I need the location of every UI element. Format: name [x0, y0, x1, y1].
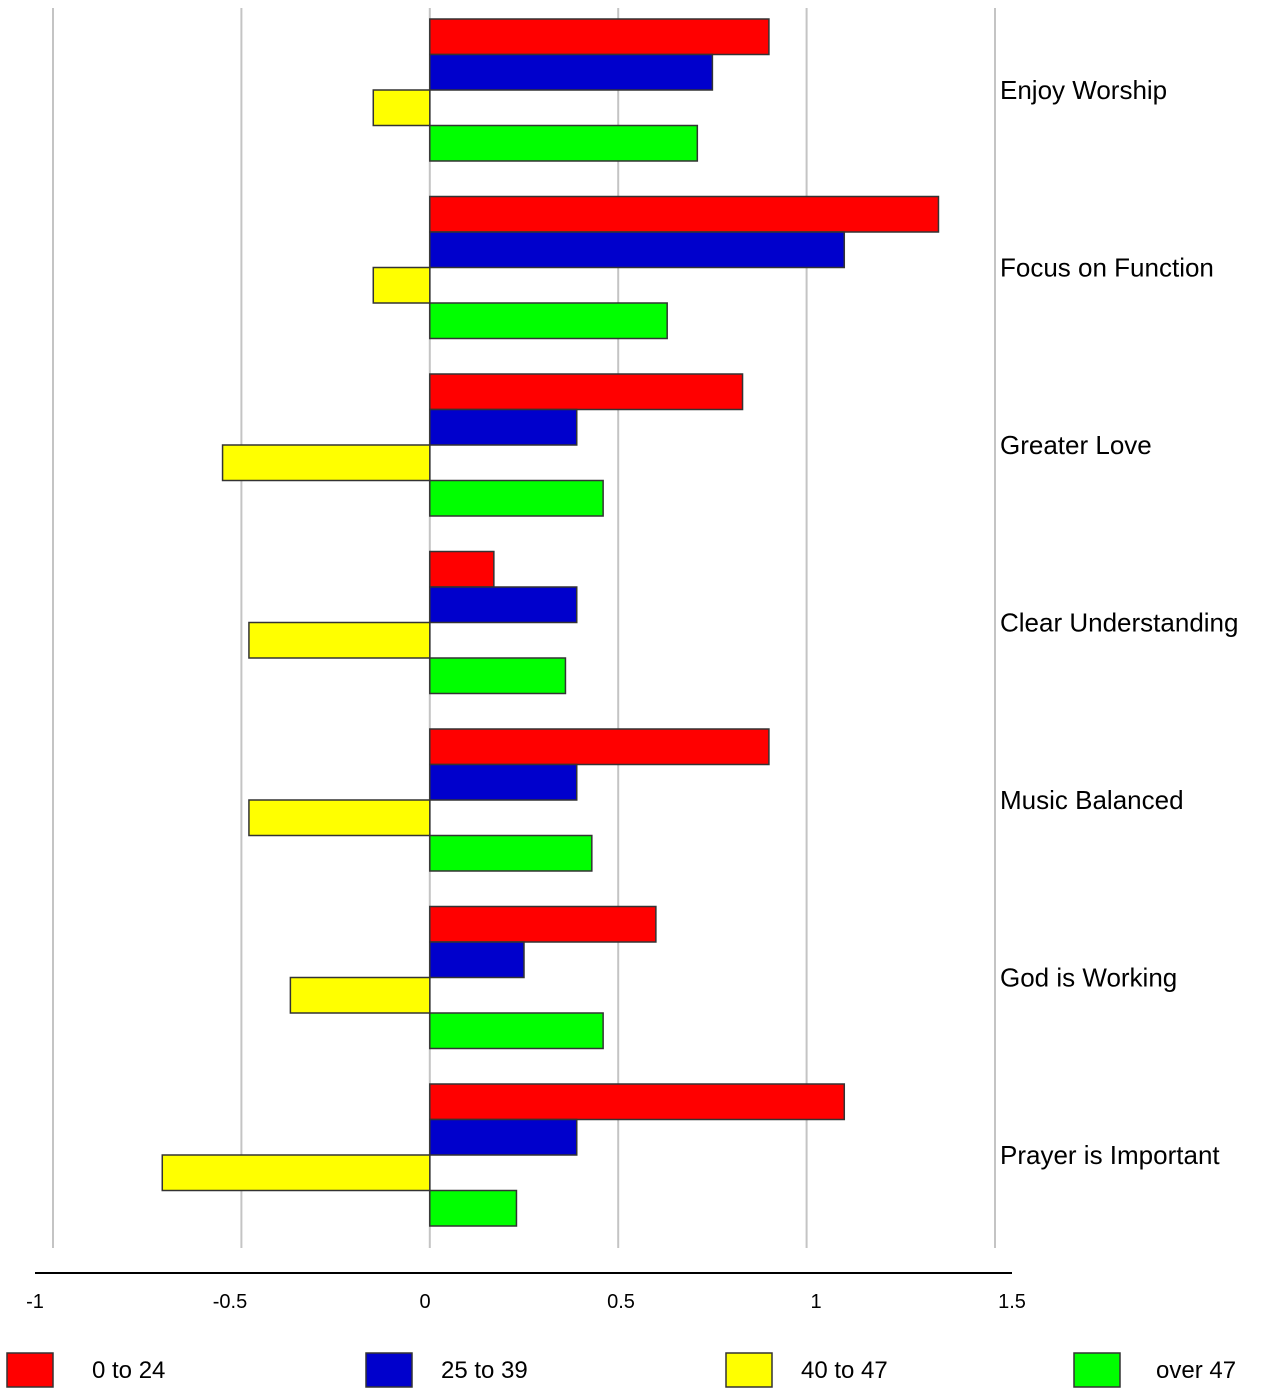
bar-clear-understanding-over-47 [429, 657, 567, 695]
x-tick-label: 1 [810, 1291, 821, 1313]
legend-label: 40 to 47 [801, 1357, 888, 1384]
bar-music-balanced-40-to-47 [248, 799, 431, 837]
legend: 0 to 24 25 to 39 40 to 47 over 47 [6, 1352, 1236, 1388]
bar-music-balanced-over-47 [429, 834, 593, 872]
category-label: God is Working [1000, 963, 1177, 993]
bar-greater-love-over-47 [429, 479, 604, 517]
bar-focus-on-function-0-to-24 [429, 195, 940, 233]
bar-prayer-is-important-40-to-47 [161, 1154, 431, 1192]
x-tick-label: -1 [26, 1291, 44, 1313]
x-tick-label: 0 [419, 1291, 430, 1313]
bar-prayer-is-important-over-47 [429, 1189, 518, 1227]
x-tick-label: -0.5 [213, 1291, 247, 1313]
bar-prayer-is-important-0-to-24 [429, 1083, 846, 1121]
bar-greater-love-25-to-39 [429, 408, 578, 446]
category-labels: Enjoy Worship Focus on Function Greater Lo… [1000, 75, 1238, 1170]
legend-label: over 47 [1156, 1357, 1236, 1384]
legend-swatch-0-to-24 [6, 1352, 54, 1388]
bar-god-is-working-40-to-47 [289, 976, 431, 1014]
bar-clear-understanding-25-to-39 [429, 586, 578, 624]
bar-greater-love-0-to-24 [429, 373, 744, 411]
legend-label: 25 to 39 [441, 1357, 528, 1384]
bars [161, 18, 940, 1227]
bar-enjoy-worship-25-to-39 [429, 53, 714, 91]
x-tick-label: 1.5 [998, 1291, 1026, 1313]
x-tick-label: 0.5 [607, 1291, 635, 1313]
bar-prayer-is-important-25-to-39 [429, 1118, 578, 1156]
bar-music-balanced-25-to-39 [429, 763, 578, 801]
category-label: Greater Love [1000, 430, 1152, 460]
bar-music-balanced-0-to-24 [429, 728, 770, 766]
bar-focus-on-function-over-47 [429, 302, 668, 340]
bar-focus-on-function-40-to-47 [372, 266, 431, 304]
category-label: Clear Understanding [1000, 608, 1238, 638]
bar-god-is-working-0-to-24 [429, 905, 657, 943]
legend-swatch-40-to-47 [725, 1352, 773, 1388]
legend-swatch-over-47 [1073, 1352, 1121, 1388]
bar-enjoy-worship-0-to-24 [429, 18, 770, 56]
bar-clear-understanding-0-to-24 [429, 550, 495, 588]
bar-greater-love-40-to-47 [221, 444, 431, 482]
category-label: Prayer is Important [1000, 1140, 1220, 1170]
bar-enjoy-worship-40-to-47 [372, 89, 431, 127]
bar-focus-on-function-25-to-39 [429, 231, 846, 269]
bar-god-is-working-over-47 [429, 1012, 604, 1050]
bar-god-is-working-25-to-39 [429, 941, 525, 979]
bar-enjoy-worship-over-47 [429, 124, 699, 162]
category-label: Music Balanced [1000, 785, 1184, 815]
bar-clear-understanding-40-to-47 [248, 621, 431, 659]
x-tick-labels: -1 -0.5 0 0.5 1 1.5 [26, 1291, 1026, 1313]
category-label: Enjoy Worship [1000, 75, 1167, 105]
legend-swatch-25-to-39 [365, 1352, 413, 1388]
category-label: Focus on Function [1000, 253, 1214, 283]
gridlines [52, 8, 996, 1248]
legend-label: 0 to 24 [92, 1357, 165, 1384]
